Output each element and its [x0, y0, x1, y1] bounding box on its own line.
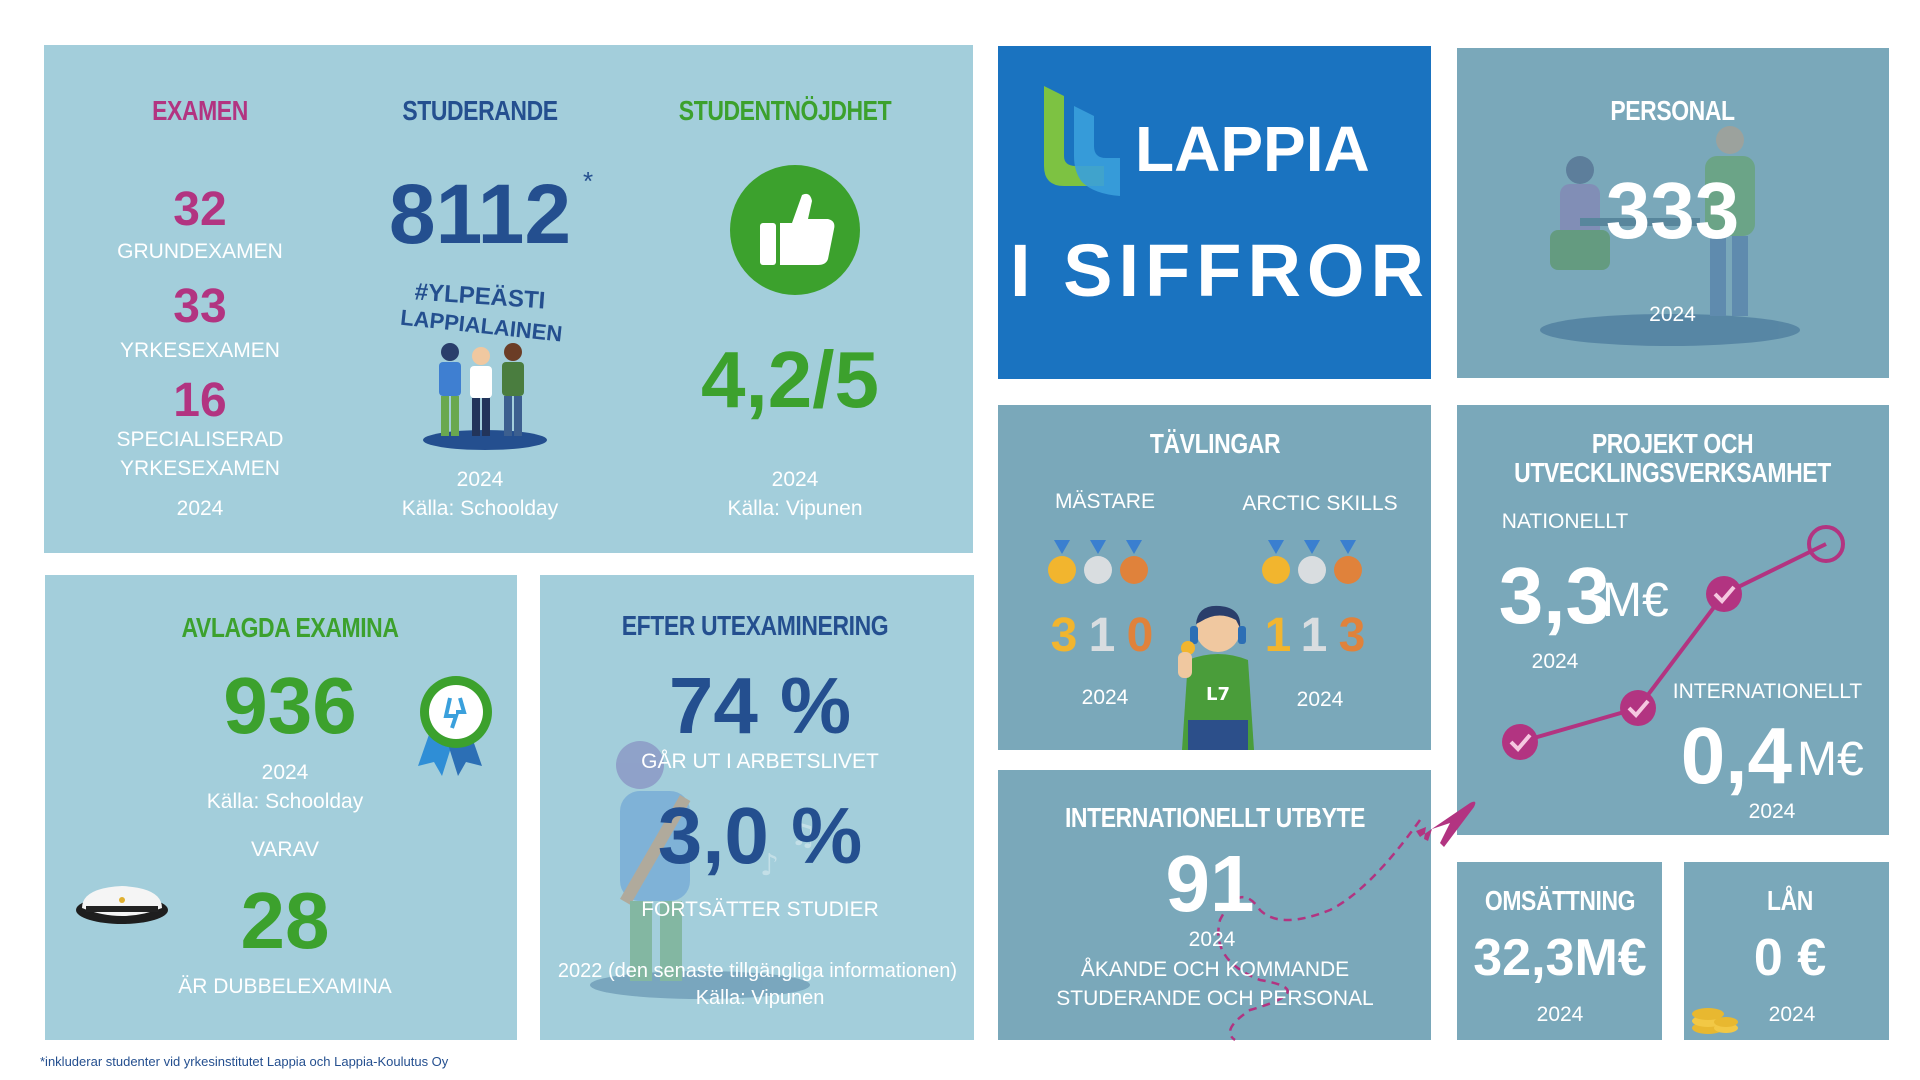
avlagda-value: 936 [223, 661, 357, 750]
international-year: 2024 [1748, 800, 1796, 823]
personal-title: PERSONAL [1610, 95, 1735, 126]
double-value: 28 [240, 876, 330, 965]
brand-panel [998, 46, 1431, 379]
national-unit: M€ [1602, 574, 1669, 627]
utbyte-label-2: STUDERANDE OCH PERSONAL [1056, 987, 1374, 1010]
examen-label-3b: YRKESEXAMEN [120, 457, 280, 480]
lan-value: 0 € [1753, 929, 1827, 987]
top-stats-panel [44, 45, 973, 553]
nojdhet-source: Källa: Vipunen [727, 497, 863, 520]
avlagda-source: Källa: Schoolday [206, 790, 364, 813]
personal-value: 333 [1605, 166, 1740, 255]
personal-year: 2024 [1649, 303, 1696, 326]
svg-text:♫: ♫ [790, 818, 817, 853]
national-value: 3,3 [1498, 551, 1610, 640]
personal-panel [1457, 48, 1889, 378]
arctic-year: 2024 [1296, 688, 1344, 711]
examen-label-3a: SPECIALISERAD [116, 428, 284, 451]
airplane-icon [1416, 801, 1476, 847]
lappia-logo-icon [1044, 86, 1120, 196]
nojdhet-title: STUDENTNÖJDHET [678, 95, 892, 126]
efter-title: EFTER UTEXAMINERING [621, 610, 889, 641]
efter-year-note: 2022 (den senaste tillgängliga informati… [557, 960, 958, 982]
mastare-silver-count: 1 [1088, 609, 1116, 662]
avlagda-panel [45, 575, 517, 1040]
nojdhet-value: 4,2/5 [701, 335, 879, 424]
utbyte-title: INTERNATIONELLT UTBYTE [1064, 802, 1366, 833]
svg-text:L7: L7 [1206, 684, 1230, 705]
footnote: *inkluderar studenter vid yrkesinstitute… [40, 1054, 449, 1069]
double-label: ÄR DUBBELEXAMINA [178, 975, 392, 998]
omsattning-panel [1457, 862, 1662, 1040]
avlagda-title: AVLAGDA EXAMINA [181, 612, 399, 643]
efter-source: Källa: Vipunen [695, 987, 825, 1009]
mastare-label: MÄSTARE [1055, 490, 1155, 513]
lappia-logo-text: LAPPIA [1135, 113, 1370, 185]
examen-value-3: 16 [173, 374, 227, 427]
mastare-bronze-count: 0 [1126, 609, 1154, 662]
work-value: 74 % [668, 661, 852, 750]
flight-path-illustration [1217, 819, 1422, 1042]
international-label: INTERNATIONELLT [1672, 680, 1863, 703]
examen-title: EXAMEN [152, 95, 248, 126]
avlagda-year: 2024 [261, 761, 309, 784]
arctic-label: ARCTIC SKILLS [1242, 492, 1398, 515]
studerande-asterisk: * [582, 166, 594, 196]
studerande-year: 2024 [456, 468, 504, 491]
utbyte-panel [998, 770, 1431, 1040]
arctic-medals-icon [1262, 540, 1362, 584]
work-label: GÅR UT I ARBETSLIVET [641, 750, 879, 773]
coins-icon [1692, 1008, 1738, 1034]
tavlingar-title: TÄVLINGAR [1149, 428, 1281, 459]
students-illustration [423, 343, 547, 450]
omsattning-year: 2024 [1536, 1003, 1584, 1026]
studerande-value: 8112 [388, 167, 572, 261]
lan-title: LÅN [1767, 885, 1813, 916]
study-value: 3,0 % [657, 791, 863, 880]
svg-text:♪: ♪ [760, 848, 779, 883]
arctic-bronze-count: 3 [1338, 609, 1366, 662]
growth-line-chart [1502, 525, 1845, 760]
award-ribbon-icon [418, 676, 492, 776]
examen-year: 2024 [176, 497, 224, 520]
projekt-title-1: PROJEKT OCH [1591, 428, 1754, 459]
national-year: 2024 [1531, 650, 1579, 673]
arctic-silver-count: 1 [1300, 609, 1328, 662]
studerande-title: STUDERANDE [402, 95, 558, 126]
utbyte-value: 91 [1165, 839, 1255, 928]
examen-value-2: 33 [173, 280, 227, 333]
graduation-cap-icon [76, 886, 168, 924]
efter-panel [540, 575, 974, 1040]
utbyte-label-1: ÅKANDE OCH KOMMANDE [1080, 958, 1350, 981]
mastare-year: 2024 [1081, 686, 1129, 709]
mastare-gold-count: 3 [1050, 609, 1078, 662]
arctic-gold-count: 1 [1264, 609, 1292, 662]
student-with-medal-illustration: L7 [1178, 605, 1254, 750]
international-unit: M€ [1797, 733, 1864, 786]
examen-label-2: YRKESEXAMEN [120, 339, 280, 362]
projekt-panel [1457, 405, 1889, 835]
projekt-title-2: UTVECKLINGSVERKSAMHET [1514, 457, 1831, 488]
omsattning-value: 32,3M€ [1473, 929, 1647, 987]
omsattning-title: OMSÄTTNING [1484, 885, 1636, 916]
thumbs-up-icon [730, 165, 860, 295]
staff-illustration [1540, 126, 1800, 346]
musician-illustration: ♪ ♫ [590, 741, 817, 999]
examen-label-1: GRUNDEXAMEN [117, 240, 283, 263]
examen-value-1: 32 [173, 183, 227, 236]
varav-label: VARAV [250, 838, 320, 861]
studerande-source: Källa: Schoolday [401, 497, 559, 520]
nojdhet-year: 2024 [771, 468, 819, 491]
lan-year: 2024 [1768, 1003, 1816, 1026]
international-value: 0,4 [1680, 711, 1792, 800]
utbyte-year: 2024 [1188, 928, 1236, 951]
study-label: FORTSÄTTER STUDIER [641, 898, 879, 921]
mastare-medals-icon [1048, 540, 1148, 584]
brand-subtitle: I SIFFROR [1010, 229, 1430, 312]
national-label: NATIONELLT [1501, 510, 1629, 533]
